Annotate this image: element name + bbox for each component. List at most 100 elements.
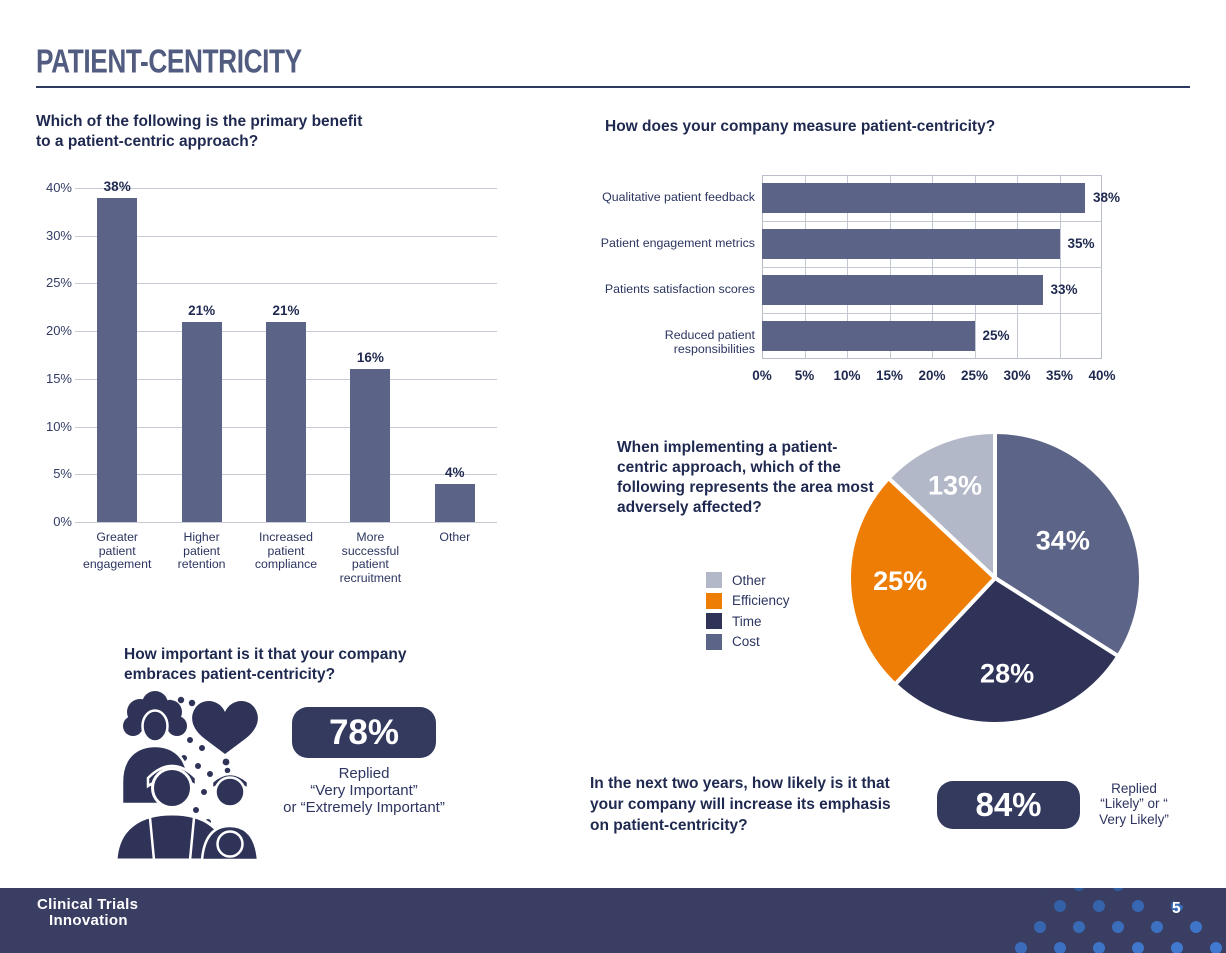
pie-chart: 34% 28% 25% 13% [847, 430, 1143, 726]
legend-swatch [706, 613, 722, 630]
footer-logo-line2: Innovation [49, 912, 128, 929]
x-axis-tick-label: 15% [875, 368, 904, 383]
bar-value-label: 38% [103, 178, 131, 194]
bar [762, 229, 1060, 259]
bar [350, 369, 391, 522]
y-axis-tick-label: 30% [45, 227, 72, 243]
row-category-label: Reduced patient responsibilities [664, 328, 755, 356]
y-axis-tick-label: 0% [53, 514, 72, 529]
pie-slice-label: 25% [873, 566, 927, 596]
pie-slice-label: 34% [1036, 526, 1090, 556]
bar [762, 183, 1085, 213]
x-axis-tick-label: 30% [1003, 368, 1031, 383]
outlook-stat-caption: Replied “Likely” or “ Very Likely” [1099, 781, 1169, 827]
y-axis-tick-label: 20% [45, 323, 72, 339]
y-axis-tick-label: 10% [45, 418, 72, 434]
y-axis-tick-label: 5% [53, 466, 72, 482]
bar-value-label: 21% [188, 302, 216, 318]
row-category-label: Patient engagement metrics [600, 236, 755, 250]
y-gridline [75, 283, 497, 285]
bar-value-label: 33% [1050, 282, 1078, 297]
ring-decoration [1002, 920, 1007, 933]
category-label: More successful patient recruitment [339, 530, 402, 585]
ring-decoration [976, 942, 988, 953]
question-outlook: In the next two years, how likely is it … [590, 775, 891, 834]
category-label: Increased patient compliance [254, 530, 318, 571]
y-axis-tick-label: 25% [45, 275, 72, 291]
row-category-label: Patients satisfaction scores [604, 282, 755, 296]
ring-decoration [1014, 899, 1027, 912]
bar-value-label: 21% [272, 302, 300, 318]
question-measurement: How does your company measure patient-ce… [605, 118, 996, 135]
ring-decoration [1073, 920, 1085, 933]
row-gridline [762, 313, 1102, 314]
ring-decoration [976, 900, 988, 912]
legend-label: Other [732, 572, 766, 588]
x-axis-tick-label: 20% [918, 368, 946, 383]
people-heart-icon [114, 691, 260, 860]
bar [181, 321, 222, 522]
y-axis-tick-label: 40% [45, 180, 72, 195]
footer-bar: Clinical Trials Innovation 5 [0, 888, 1226, 953]
ring-decoration [1190, 888, 1202, 891]
ring-pattern-decoration [956, 888, 1226, 953]
pie-slice-label: 28% [980, 659, 1034, 689]
importance-stat-badge: 78% [292, 707, 436, 758]
row-gridline [762, 221, 1102, 222]
ring-decoration [1209, 941, 1222, 953]
vertical-bar-chart: 40% 30% 25% 20% 15% 10% 5% 0% 38% Greater patient… [36, 170, 506, 584]
ring-decoration [1073, 888, 1085, 891]
legend-label: Time [732, 613, 762, 629]
ring-decoration [1092, 899, 1105, 912]
bar-value-label: 35% [1067, 236, 1095, 251]
title-divider [36, 86, 1190, 88]
legend-swatch [706, 572, 722, 589]
category-label: Higher patient retention [177, 530, 226, 571]
y-gridline [75, 188, 497, 189]
pie-legend: Other Efficiency Time Cost [706, 570, 790, 652]
legend-label: Efficiency [732, 593, 790, 609]
y-gridline [75, 522, 497, 523]
legend-item: Time [706, 611, 790, 632]
pie-slice-other [886, 430, 997, 580]
bar [434, 483, 475, 522]
legend-item: Other [706, 570, 790, 591]
pie-slice-label: 13% [928, 471, 982, 501]
question-primary-benefit: Which of the following is the primary be… [36, 113, 363, 150]
x-axis-tick-label: 25% [960, 368, 989, 383]
bar [762, 321, 975, 351]
ring-decoration [1170, 941, 1183, 953]
bar [97, 197, 138, 522]
bar-value-label: 25% [982, 328, 1010, 343]
ring-decoration [1151, 888, 1163, 891]
legend-label: Cost [732, 634, 760, 650]
x-axis-tick-label: 0% [752, 368, 772, 383]
category-label: Greater patient engagement [83, 530, 152, 571]
ring-decoration [1092, 941, 1105, 953]
x-axis-tick-label: 35% [1045, 368, 1074, 383]
pie-slice-efficiency [847, 476, 997, 687]
legend-item: Efficiency [706, 591, 790, 612]
category-label: Other [439, 530, 471, 544]
legend-swatch [706, 592, 722, 609]
ring-decoration [1034, 920, 1046, 933]
row-gridline [762, 267, 1102, 268]
ring-decoration [1053, 899, 1066, 912]
ring-decoration [1112, 920, 1124, 933]
bar-value-label: 16% [356, 350, 384, 366]
y-gridline [75, 235, 497, 237]
horizontal-bar-chart: Qualitative patient feedback 38% Patient e… [600, 160, 1180, 390]
ring-decoration [1131, 899, 1144, 912]
bar-value-label: 38% [1093, 190, 1121, 205]
page-number: 5 [1172, 900, 1181, 917]
ring-decoration [956, 921, 968, 933]
ring-decoration [1209, 899, 1222, 912]
ring-decoration [1014, 941, 1027, 953]
ring-decoration [1190, 920, 1202, 933]
bar-value-label: 4% [445, 464, 465, 480]
outlook-stat-badge: 84% [937, 781, 1080, 829]
footer-logo: Clinical Trials [37, 896, 139, 913]
page-title: PATIENT-CENTRICITY [36, 42, 302, 80]
ring-decoration [1151, 920, 1163, 933]
